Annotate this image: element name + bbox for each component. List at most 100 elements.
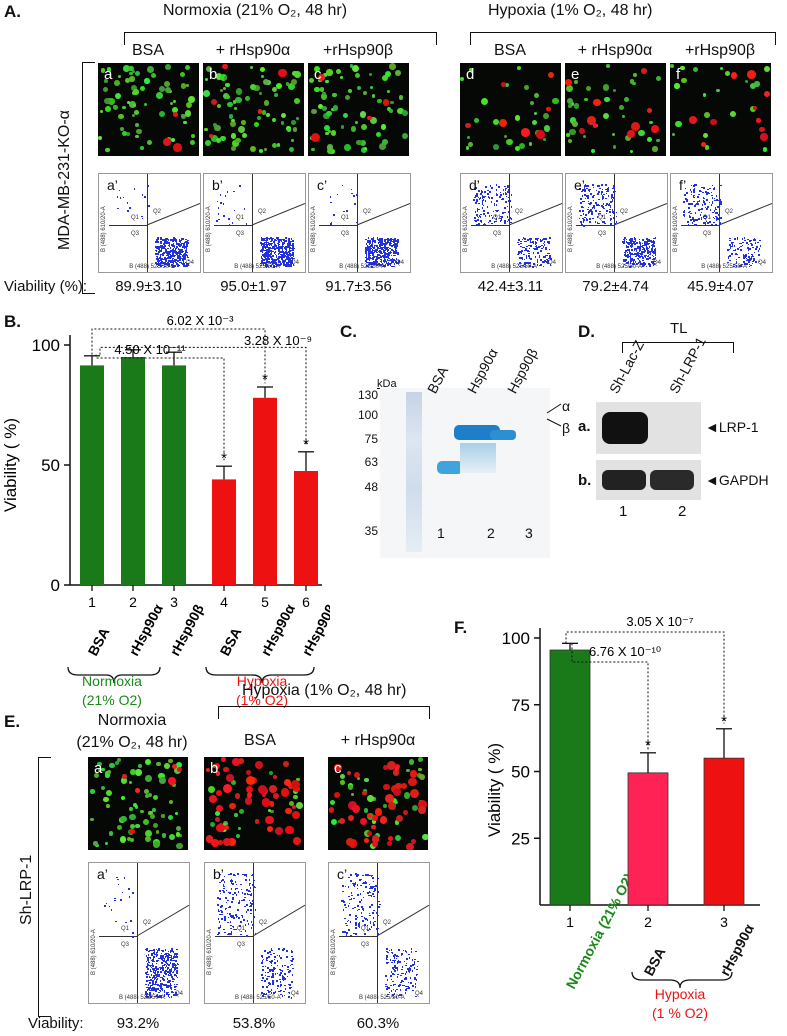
- event-dot: [289, 250, 291, 252]
- event-dot: [110, 909, 113, 911]
- event-dot: [355, 194, 358, 196]
- event-dot: [605, 204, 607, 207]
- event-dot: [507, 189, 510, 192]
- event-dot: [748, 261, 750, 263]
- green-cell: [204, 127, 208, 132]
- event-dot: [641, 248, 644, 251]
- event-dot: [729, 255, 731, 257]
- red-cell: [278, 68, 287, 78]
- green-cell: [369, 85, 374, 90]
- event-dot: [155, 979, 158, 982]
- event-dot: [410, 948, 413, 950]
- red-cell: [223, 784, 233, 794]
- event-dot: [152, 992, 155, 995]
- event-dot: [652, 240, 655, 242]
- panel-c-gel: [380, 388, 550, 558]
- event-dot: [177, 260, 180, 263]
- event-dot: [491, 217, 494, 219]
- event-dot: [746, 263, 748, 265]
- green-cell: [323, 73, 328, 77]
- event-dot: [627, 262, 630, 265]
- green-cell: [158, 111, 165, 118]
- event-dot: [348, 929, 350, 932]
- y-axis-label: Viability ( %): [485, 743, 504, 837]
- green-cell: [108, 762, 115, 769]
- event-dot: [271, 976, 273, 978]
- event-dot: [280, 969, 282, 972]
- event-dot: [378, 251, 381, 254]
- event-dot: [597, 203, 599, 206]
- event-dot: [748, 265, 751, 268]
- event-dot: [353, 897, 355, 900]
- event-dot: [582, 200, 584, 203]
- event-dot: [544, 237, 547, 240]
- event-dot: [172, 966, 174, 968]
- event-dot: [167, 238, 170, 241]
- event-dot: [597, 193, 600, 195]
- green-cell: [259, 91, 263, 95]
- event-dot: [387, 246, 390, 249]
- event-dot: [157, 259, 160, 261]
- event-dot: [386, 958, 389, 961]
- event-dot: [483, 222, 486, 225]
- event-dot: [364, 918, 367, 921]
- event-dot: [260, 260, 263, 262]
- green-cell: [401, 133, 409, 140]
- event-dot: [625, 259, 627, 261]
- event-dot: [498, 186, 501, 188]
- event-dot: [615, 221, 618, 224]
- event-dot: [396, 969, 399, 971]
- bar-number: 2: [644, 914, 652, 930]
- event-dot: [145, 955, 148, 957]
- event-dot: [653, 260, 655, 263]
- event-dot: [145, 972, 148, 975]
- event-dot: [269, 247, 272, 249]
- event-dot: [529, 265, 531, 268]
- event-dot: [169, 962, 172, 964]
- red-cell: [410, 838, 416, 844]
- quadrant-q3: Q3: [361, 942, 370, 948]
- event-dot: [506, 220, 509, 223]
- event-dot: [386, 986, 389, 989]
- diagonal-gate-line: [136, 904, 189, 937]
- event-dot: [284, 978, 286, 981]
- red-cell: [257, 109, 263, 114]
- green-cell: [235, 138, 241, 144]
- event-dot: [378, 903, 381, 906]
- event-dot: [587, 206, 590, 209]
- quadrant-q1: Q1: [493, 215, 502, 221]
- event-dot: [488, 214, 491, 217]
- event-dot: [159, 987, 162, 989]
- panel-a-row-label: MDA-MB-231-KO-α: [56, 110, 73, 250]
- green-cell: [763, 66, 770, 73]
- green-cell: [116, 757, 121, 762]
- event-dot: [387, 248, 389, 251]
- green-cell: [378, 142, 386, 150]
- event-dot: [154, 976, 156, 979]
- green-cell: [356, 139, 362, 146]
- event-dot: [629, 253, 632, 255]
- event-dot: [157, 984, 159, 986]
- event-dot: [640, 251, 643, 254]
- red-cell: [498, 118, 507, 127]
- y-axis-label: Viability ( %): [1, 418, 20, 512]
- event-dot: [365, 252, 367, 255]
- green-cell: [612, 145, 617, 150]
- event-dot: [287, 265, 289, 267]
- event-dot: [385, 958, 388, 960]
- event-dot: [637, 257, 639, 260]
- significance-star: *: [721, 713, 727, 730]
- event-dot: [636, 263, 639, 266]
- green-cell: [99, 109, 104, 114]
- event-dot: [172, 259, 174, 262]
- event-dot: [517, 253, 519, 256]
- event-dot: [755, 248, 757, 250]
- event-dot: [167, 973, 170, 976]
- event-dot: [740, 265, 742, 267]
- event-dot: [156, 265, 159, 268]
- event-dot: [174, 994, 176, 997]
- x-axis-label: B (488) 525/50-A: [119, 995, 165, 1001]
- event-dot: [719, 199, 722, 201]
- green-cell: [523, 85, 529, 91]
- event-dot: [494, 215, 497, 217]
